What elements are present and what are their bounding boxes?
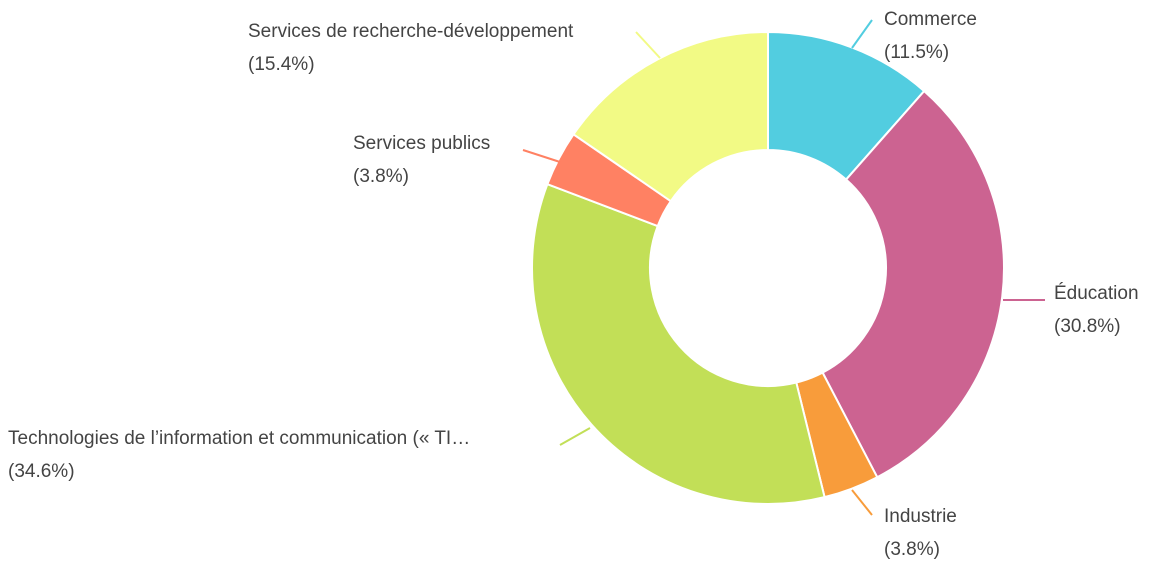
donut-slice (821, 89, 1005, 479)
leader-line (522, 149, 561, 163)
slice-value-label: (11.5%) (884, 42, 949, 63)
donut-slice (531, 182, 826, 505)
leader-line (851, 489, 873, 516)
slice-label: Commerce (884, 9, 977, 30)
slice-label: Industrie (884, 506, 957, 527)
slice-value-label: (15.4%) (248, 54, 315, 75)
donut-slice (572, 30, 769, 203)
slice-label: Services publics (353, 133, 490, 154)
slice-label: Technologies de l’information et communi… (8, 428, 470, 449)
slice-value-label: (30.8%) (1054, 316, 1121, 337)
slice-label: Services de recherche-développement (248, 21, 574, 42)
slice-value-label: (3.8%) (353, 166, 409, 187)
slice-value-label: (3.8%) (884, 539, 940, 560)
slice-value-label: (34.6%) (8, 461, 75, 482)
leader-line (559, 427, 591, 446)
leader-line (851, 19, 873, 49)
leader-line (635, 31, 661, 59)
slice-label: Éducation (1054, 283, 1139, 304)
